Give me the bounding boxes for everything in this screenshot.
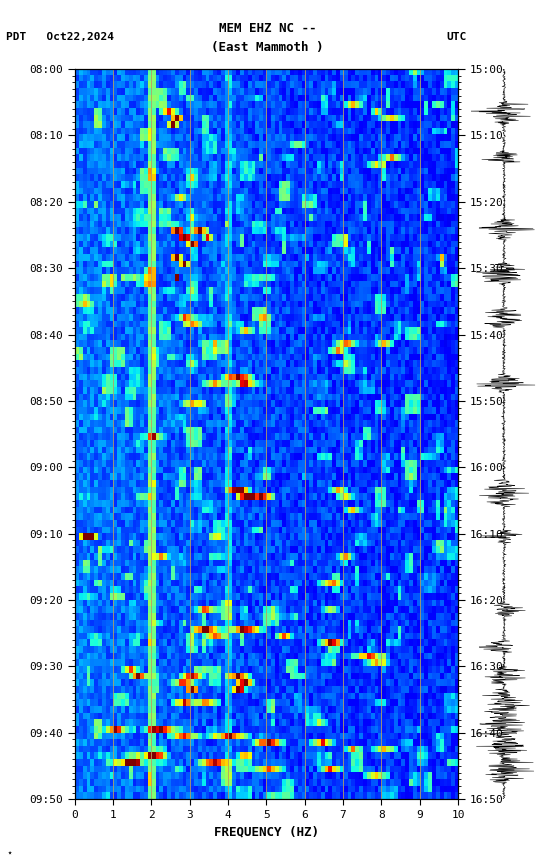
Text: MEM EHZ NC --: MEM EHZ NC -- xyxy=(219,22,316,35)
Text: PDT   Oct22,2024: PDT Oct22,2024 xyxy=(6,32,114,42)
Text: (East Mammoth ): (East Mammoth ) xyxy=(211,41,324,54)
Text: $\star$: $\star$ xyxy=(6,847,13,857)
X-axis label: FREQUENCY (HZ): FREQUENCY (HZ) xyxy=(214,825,319,838)
Text: UTC: UTC xyxy=(446,32,466,42)
